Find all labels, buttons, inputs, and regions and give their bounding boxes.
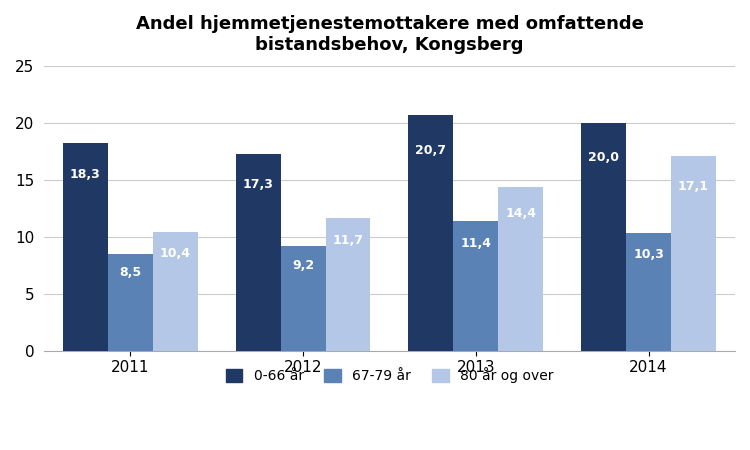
- Bar: [409, 115, 454, 351]
- Bar: [326, 217, 370, 351]
- Bar: [498, 187, 543, 351]
- Text: 11,7: 11,7: [332, 234, 364, 247]
- Legend: 0-66 år, 67-79 år, 80 år og over: 0-66 år, 67-79 år, 80 år og over: [220, 362, 559, 389]
- Text: 20,7: 20,7: [416, 144, 446, 157]
- Bar: [626, 234, 671, 351]
- Text: 18,3: 18,3: [70, 167, 100, 180]
- Bar: [236, 154, 280, 351]
- Bar: [153, 232, 198, 351]
- Text: 10,4: 10,4: [160, 247, 190, 260]
- Text: 8,5: 8,5: [119, 266, 142, 279]
- Bar: [581, 123, 626, 351]
- Text: 14,4: 14,4: [506, 207, 536, 220]
- Bar: [454, 221, 498, 351]
- Bar: [63, 143, 108, 351]
- Text: 17,3: 17,3: [243, 178, 274, 190]
- Text: 10,3: 10,3: [633, 248, 664, 261]
- Bar: [671, 156, 716, 351]
- Text: 20,0: 20,0: [588, 151, 620, 163]
- Text: 9,2: 9,2: [292, 258, 314, 271]
- Bar: [108, 254, 153, 351]
- Text: 11,4: 11,4: [460, 237, 491, 250]
- Title: Andel hjemmetjenestemottakere med omfattende
bistandsbehov, Kongsberg: Andel hjemmetjenestemottakere med omfatt…: [136, 15, 644, 54]
- Bar: [280, 246, 326, 351]
- Text: 17,1: 17,1: [678, 180, 709, 193]
